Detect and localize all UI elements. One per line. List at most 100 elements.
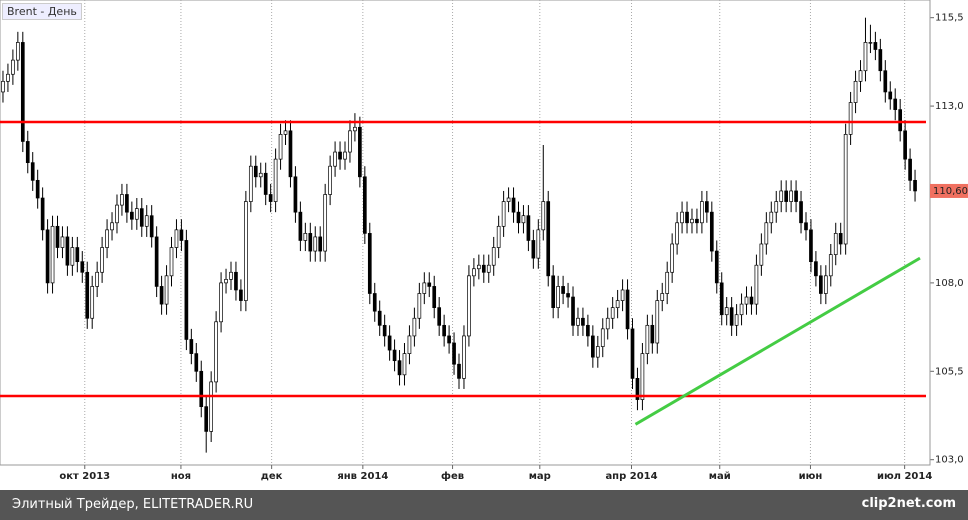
- candle-body: [392, 349, 397, 362]
- candle-body: [531, 240, 536, 259]
- candle-body: [809, 229, 813, 263]
- candle-body: [600, 328, 605, 347]
- candle-body: [144, 215, 149, 227]
- candle-body: [903, 130, 907, 160]
- candle-body: [362, 176, 367, 234]
- candle-body: [432, 286, 437, 308]
- candle-body: [40, 197, 45, 231]
- candle-body: [16, 42, 20, 61]
- y-tick-label: 103,0: [935, 455, 964, 466]
- x-tick-label: мар: [529, 471, 551, 482]
- candle-body: [908, 158, 912, 181]
- candle-body: [868, 42, 873, 44]
- candle-body: [472, 268, 476, 277]
- candle-body: [467, 275, 471, 337]
- candle-body: [591, 335, 595, 358]
- candle-body: [427, 282, 432, 287]
- candle-body: [377, 310, 382, 326]
- candle-body: [481, 264, 486, 273]
- chart: окт 2013 ноя дек янв 2014 фев мар апр 2014 май и…: [0, 0, 968, 482]
- x-tick-label: окт 2013: [59, 471, 110, 482]
- candle-body: [20, 42, 25, 142]
- candle-body: [784, 190, 789, 202]
- candle-body: [819, 275, 823, 294]
- candle-body: [110, 222, 114, 231]
- candle-body: [402, 353, 407, 376]
- candle-body: [343, 151, 347, 160]
- candle-body: [169, 247, 174, 277]
- trend-line: [634, 256, 921, 426]
- candle-body: [898, 109, 903, 132]
- candle-body: [670, 243, 674, 273]
- candle-body: [576, 317, 580, 326]
- candle-body: [794, 190, 798, 202]
- x-tick-label: янв 2014: [337, 471, 388, 482]
- candle-body: [214, 321, 218, 383]
- candle-body: [823, 275, 828, 294]
- candle-body: [541, 201, 546, 231]
- candle-body: [695, 218, 699, 224]
- x-tick-label: июл 2014: [877, 471, 932, 482]
- candle-body: [417, 293, 422, 319]
- candle-body: [729, 307, 734, 326]
- x-tick-label: ноя: [171, 471, 191, 482]
- candle-body: [412, 317, 417, 337]
- candle-body: [625, 289, 630, 330]
- candle-body: [382, 324, 387, 337]
- watermark: clip2net.com: [861, 496, 956, 511]
- candle-body: [655, 300, 660, 344]
- candle-body: [774, 201, 779, 213]
- candle-body: [90, 286, 95, 319]
- candle-body: [491, 247, 496, 266]
- candle-body: [556, 286, 560, 308]
- candle-body: [273, 158, 278, 202]
- candle-body: [204, 406, 209, 432]
- candle-body: [95, 271, 99, 287]
- candle-body: [675, 222, 679, 245]
- candle-body: [685, 211, 689, 224]
- candle-body: [893, 98, 898, 110]
- candle-body: [174, 229, 179, 248]
- candle-body: [11, 59, 15, 75]
- candle-body: [244, 201, 248, 301]
- candle-body: [615, 300, 620, 308]
- candle-body: [496, 225, 501, 248]
- candle-body: [407, 335, 412, 354]
- candle-body: [630, 328, 635, 379]
- candle-body: [476, 264, 481, 270]
- candle-body: [804, 222, 808, 231]
- candle-body: [486, 264, 491, 273]
- candle-body: [35, 179, 40, 199]
- candle-body: [462, 335, 466, 379]
- candle-body: [194, 353, 199, 372]
- candle-body: [828, 254, 833, 277]
- footer: Элитный Трейдер, ELITETRADER.RU clip2net…: [0, 490, 968, 520]
- candle-body: [610, 307, 615, 319]
- candle-body: [848, 102, 853, 135]
- candle-body: [437, 307, 442, 326]
- candle-body: [516, 211, 521, 224]
- candle-body: [239, 289, 243, 301]
- candle-body: [263, 172, 268, 195]
- candle-body: [179, 229, 184, 241]
- candle-body: [645, 324, 650, 354]
- candle-body: [358, 126, 362, 178]
- candle-body: [833, 233, 838, 255]
- candle-body: [50, 225, 55, 284]
- candle-body: [397, 360, 402, 376]
- candle-body: [60, 236, 65, 248]
- candle-body: [85, 271, 90, 319]
- candle-body: [353, 126, 357, 132]
- candle-body: [184, 240, 189, 340]
- candle-body: [293, 176, 298, 213]
- chart-title[interactable]: Brent - День: [2, 3, 82, 20]
- candle-body: [457, 363, 461, 379]
- candle-body: [253, 165, 258, 178]
- candle-body: [120, 194, 124, 206]
- candle-body: [209, 381, 214, 432]
- plot-area: [0, 0, 931, 466]
- candle-body: [25, 141, 30, 164]
- candle-body: [873, 42, 878, 50]
- candle-body: [268, 194, 273, 202]
- candle-body: [749, 296, 754, 305]
